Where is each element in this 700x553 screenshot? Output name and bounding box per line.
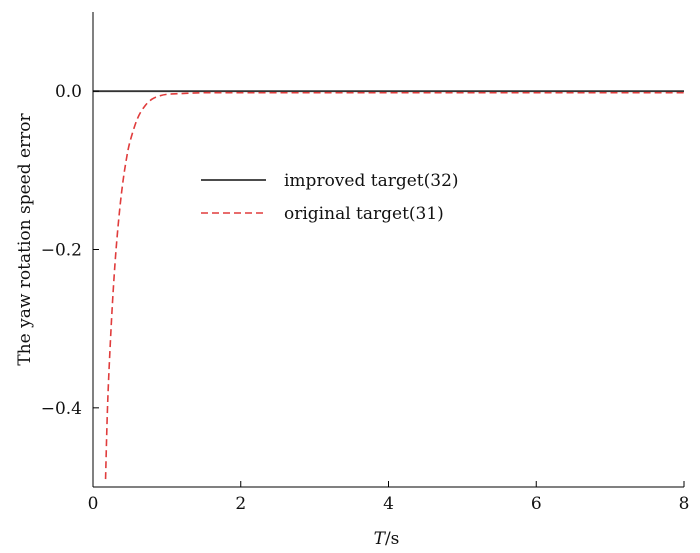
x-axis-title-variable: T: [374, 529, 387, 549]
x-axis-title: T/s: [374, 529, 400, 549]
x-axis-title-unit: /s: [385, 529, 399, 549]
x-tick-label: 8: [679, 494, 690, 514]
y-tick-label: −0.2: [41, 241, 82, 261]
legend: improved target(32) original target(31): [201, 171, 459, 224]
legend-label-2: original target(31): [284, 204, 444, 224]
legend-label-1: improved target(32): [284, 171, 459, 191]
y-axis-title: The yaw rotation speed error: [15, 112, 35, 365]
series-line-2: [104, 91, 684, 480]
x-ticks: 0 2 4 6 8: [88, 481, 690, 514]
y-tick-label: 0.0: [55, 82, 82, 102]
x-tick-label: 0: [88, 494, 99, 514]
y-tick-label: −0.4: [41, 399, 82, 419]
plot-area: [93, 90, 684, 480]
x-tick-label: 4: [383, 494, 394, 514]
x-tick-label: 2: [235, 494, 246, 514]
x-tick-label: 6: [531, 494, 542, 514]
axes: [92, 12, 684, 488]
y-ticks: 0.0 −0.2 −0.4: [41, 82, 99, 419]
